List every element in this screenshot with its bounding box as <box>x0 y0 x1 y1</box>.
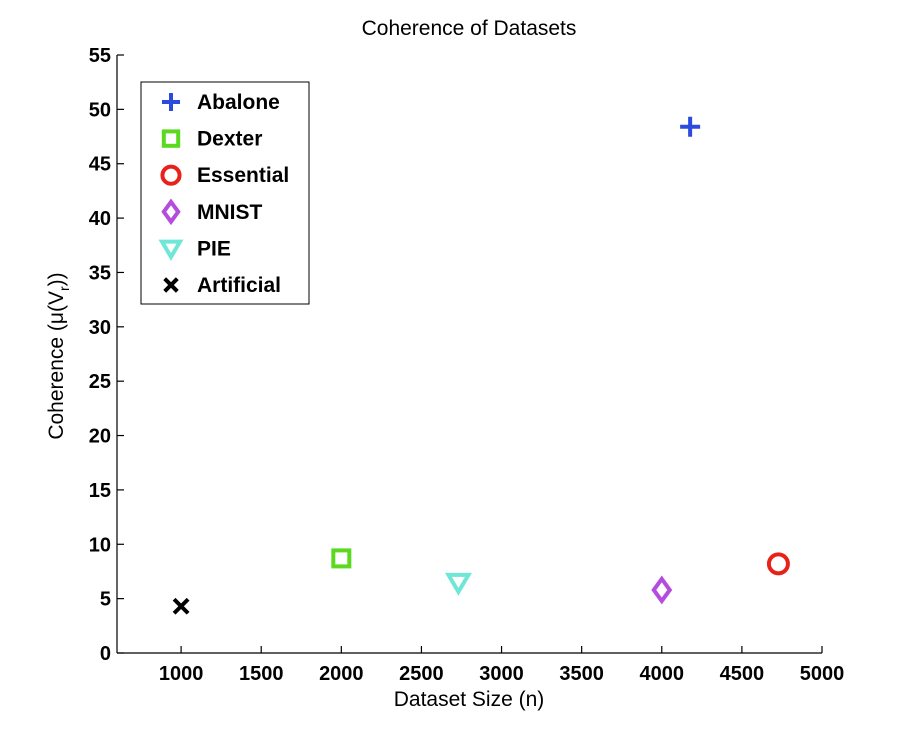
y-tick-label: 5 <box>100 589 111 611</box>
data-points <box>172 116 790 615</box>
legend-label-essential: Essential <box>197 164 289 187</box>
legend-label-mnist: MNIST <box>197 201 263 224</box>
legend-marker-mnist <box>161 198 181 226</box>
y-axis-label: Coherence (μ(Vr)) <box>45 272 72 439</box>
data-point-abalone <box>680 116 701 137</box>
y-tick-label: 35 <box>89 262 111 284</box>
legend-label-pie: PIE <box>197 237 231 260</box>
data-point-pie <box>444 572 472 596</box>
x-tick-label: 2500 <box>399 663 444 685</box>
legend-marker-essential <box>160 164 182 186</box>
x-axis-ticks: 1000 1500 2000 2500 3000 3500 4000 4500 5000 <box>159 646 844 685</box>
axes <box>116 55 822 654</box>
y-tick-label: 10 <box>89 534 111 556</box>
legend-box <box>140 81 310 305</box>
y-tick-label: 30 <box>89 317 111 339</box>
y-tick-label: 50 <box>89 99 111 121</box>
data-point-essential <box>766 552 790 576</box>
y-axis-label-main: Coherence (μ(V <box>45 291 68 440</box>
data-point-dexter <box>331 548 352 569</box>
y-axis-label-subscript: r <box>56 286 72 291</box>
x-tick-label: 3500 <box>559 663 604 685</box>
y-axis-ticks: 0 5 10 15 20 25 30 35 40 45 50 55 <box>89 45 124 665</box>
legend-label-dexter: Dexter <box>197 128 262 151</box>
legend-label-artificial: Artificial <box>197 274 281 297</box>
y-tick-label: 20 <box>89 426 111 448</box>
y-axis-label-tail: )) <box>45 272 68 286</box>
legend: Abalone Dexter Essential MNIST PIE Artificial <box>140 81 310 305</box>
x-tick-label: 1500 <box>239 663 284 685</box>
y-tick-label: 40 <box>89 208 111 230</box>
y-tick-label: 25 <box>89 371 111 393</box>
x-axis-label: Dataset Size (n) <box>394 688 545 711</box>
data-point-artificial <box>172 597 190 615</box>
x-tick-label: 4500 <box>720 663 765 685</box>
x-tick-label: 5000 <box>800 663 845 685</box>
data-point-mnist <box>651 575 673 605</box>
x-tick-label: 1000 <box>159 663 204 685</box>
legend-marker-dexter <box>161 129 181 148</box>
legend-label-abalone: Abalone <box>197 91 280 114</box>
y-tick-label: 45 <box>89 154 111 176</box>
y-tick-label: 0 <box>100 643 111 665</box>
x-tick-label: 3000 <box>479 663 524 685</box>
legend-marker-abalone <box>162 93 180 111</box>
legend-marker-pie <box>158 239 184 261</box>
y-tick-label: 55 <box>89 45 111 67</box>
legend-marker-artificial <box>163 277 179 293</box>
x-tick-label: 2000 <box>319 663 364 685</box>
x-tick-label: 4000 <box>640 663 685 685</box>
chart-title: Coherence of Datasets <box>362 17 577 40</box>
y-tick-label: 15 <box>89 480 111 502</box>
